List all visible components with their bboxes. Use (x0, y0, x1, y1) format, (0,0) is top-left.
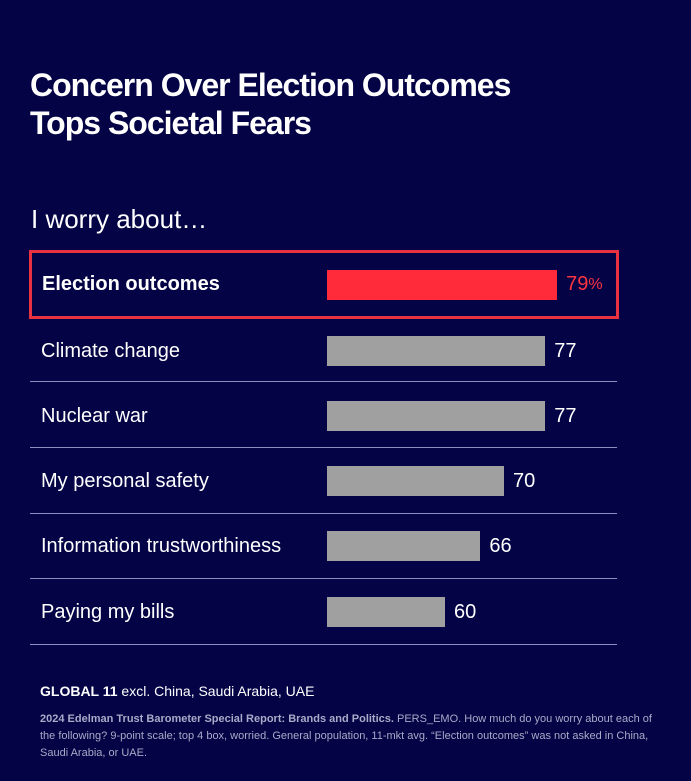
footer-source-note: 2024 Edelman Trust Barometer Special Rep… (40, 711, 660, 762)
footer-geography: GLOBAL 11 excl. China, Saudi Arabia, UAE (40, 683, 314, 699)
category-label: Nuclear war (41, 405, 148, 427)
bar (327, 401, 546, 431)
percent-sign: % (588, 275, 603, 293)
title-line-2: Tops Societal Fears (30, 105, 312, 141)
category-label: Election outcomes (42, 273, 220, 295)
chart-subtitle: I worry about… (31, 204, 208, 234)
footer-source-bold: 2024 Edelman Trust Barometer Special Rep… (40, 713, 394, 725)
bar (327, 597, 445, 627)
bar-row: Climate change 77 (30, 319, 617, 384)
value-label: 66 (489, 535, 512, 557)
value-label: 77 (554, 405, 577, 427)
row-divider (30, 644, 617, 645)
category-label: Information trustworthiness (41, 535, 282, 557)
category-label: Climate change (41, 340, 180, 362)
value-label: 79% (566, 273, 603, 295)
title-line-1: Concern Over Election Outcomes (30, 67, 511, 103)
category-label: Paying my bills (41, 601, 175, 623)
row-divider (30, 447, 617, 448)
footer-source-rest: PERS_EMO. How much do you worry about ea… (40, 713, 652, 759)
bar-row: Nuclear war 77 (30, 384, 617, 449)
row-divider (30, 381, 617, 382)
bar (327, 270, 558, 300)
bar-row: My personal safety 70 (30, 449, 617, 514)
value-label: 77 (554, 340, 577, 362)
row-divider (30, 578, 617, 579)
footer-geo-bold: GLOBAL 11 (40, 683, 118, 699)
bar-row: Information trustworthiness 66 (30, 514, 617, 579)
bar (327, 531, 481, 561)
value-label: 60 (454, 601, 477, 623)
footer-geo-rest: excl. China, Saudi Arabia, UAE (117, 683, 315, 699)
bar-row: Paying my bills 60 (30, 580, 617, 645)
bar (327, 466, 504, 496)
page-title: Concern Over Election Outcomes Tops Soci… (30, 66, 650, 142)
row-divider (30, 513, 617, 514)
value-label: 70 (513, 470, 536, 492)
bar-row-highlighted: Election outcomes 79% (29, 250, 619, 319)
category-label: My personal safety (41, 470, 209, 492)
bar (327, 336, 546, 366)
